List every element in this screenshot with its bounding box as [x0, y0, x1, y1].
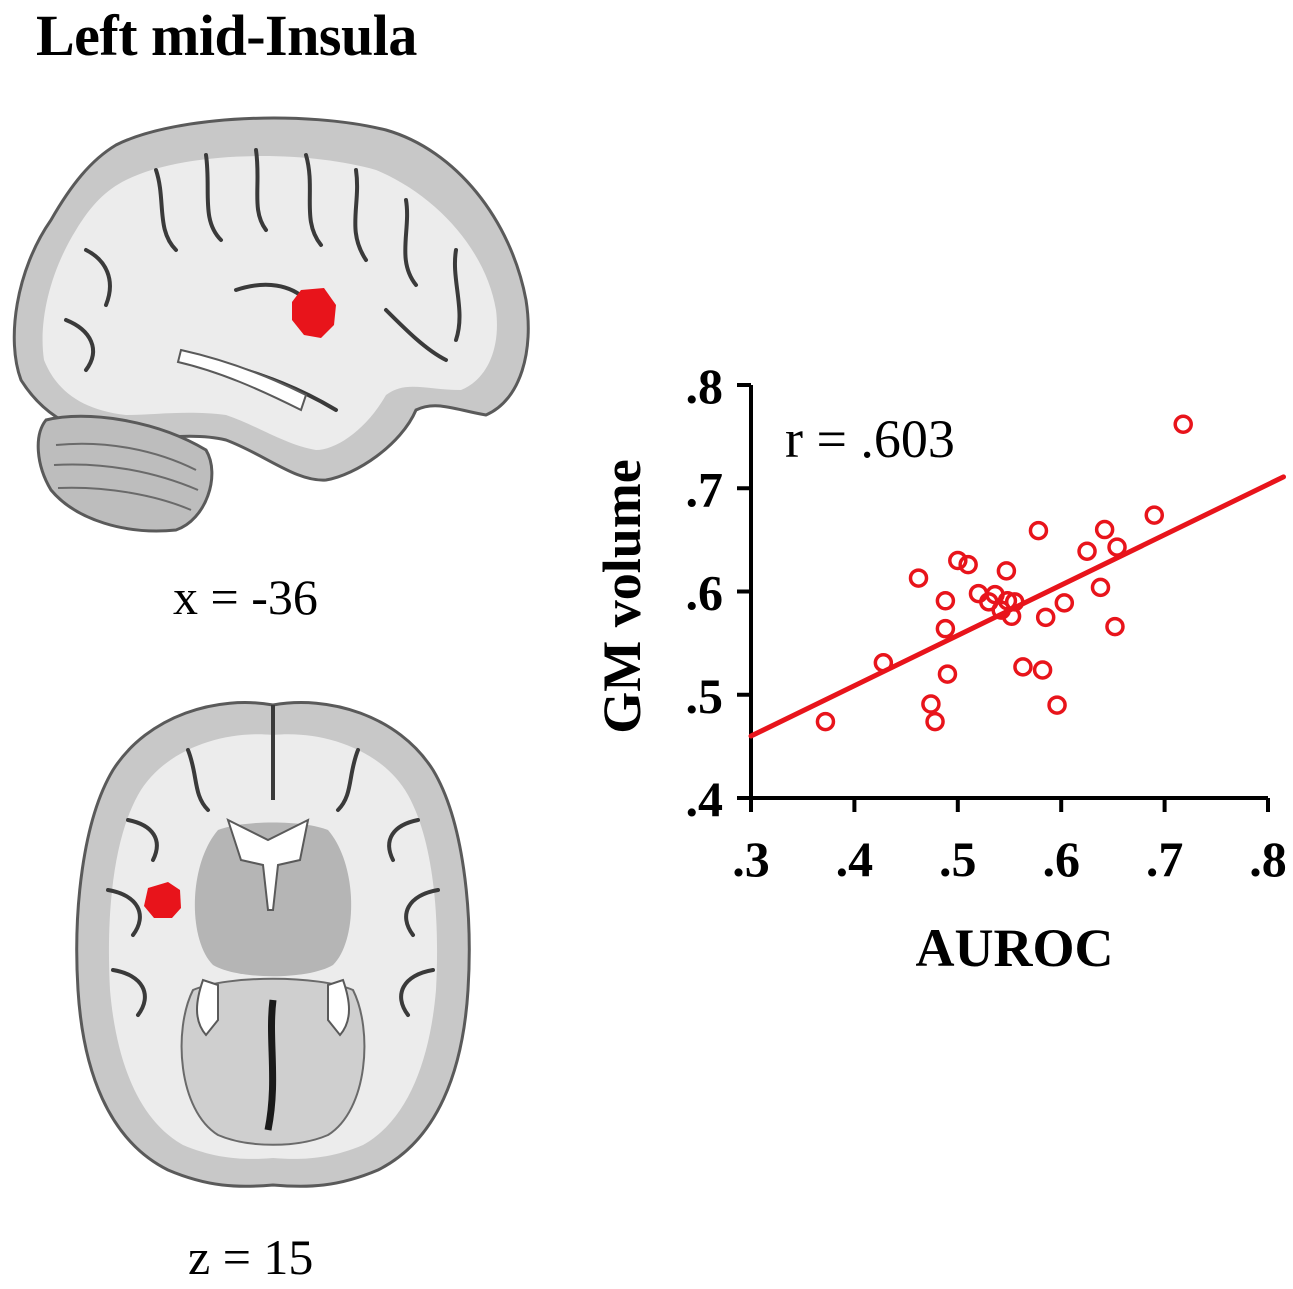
x-tick-label: .3 — [732, 831, 770, 887]
axial-insula-cluster — [144, 882, 181, 918]
x-tick-label: .6 — [1042, 831, 1080, 887]
data-point — [996, 561, 1017, 581]
data-point — [1035, 607, 1056, 628]
data-point — [1105, 616, 1125, 637]
y-tick-label: .7 — [686, 461, 724, 517]
axial-occipital-midline — [264, 999, 277, 1131]
axes-layer — [737, 383, 1270, 812]
figure-title: Left mid-Insula — [36, 3, 417, 68]
data-point — [1077, 541, 1097, 561]
y-tick-label: .6 — [686, 565, 724, 621]
axial-brain-slice — [75, 701, 471, 1188]
axial-sulci — [106, 748, 440, 1017]
points-layer — [815, 414, 1193, 732]
cerebellum-folia — [53, 442, 199, 511]
data-point — [1173, 414, 1193, 434]
data-point — [1090, 577, 1111, 598]
axial-coordinate-label: z = 15 — [188, 1229, 314, 1285]
x-tick-label: .4 — [836, 831, 874, 887]
data-point — [1032, 660, 1053, 680]
data-point — [1004, 592, 1025, 612]
sagittal-insula-cluster — [292, 288, 336, 338]
data-point — [948, 550, 968, 571]
data-point — [1047, 695, 1067, 715]
x-tick-label: .5 — [939, 831, 977, 887]
data-point — [958, 554, 978, 575]
data-point — [908, 568, 929, 588]
x-axis-label: AUROC — [916, 918, 1114, 978]
axial-posterior-ventricle-left — [196, 978, 219, 1037]
data-point — [873, 652, 894, 673]
data-point — [921, 694, 941, 714]
sagittal-brain-slice — [12, 116, 530, 533]
sagittal-white-matter — [42, 156, 497, 451]
sagittal-sulci — [64, 148, 462, 412]
axial-posterior-ventricle-right — [327, 978, 350, 1037]
data-point — [1144, 505, 1165, 525]
sagittal-coordinate-label: x = -36 — [173, 569, 318, 625]
data-point — [1013, 657, 1033, 677]
data-point — [1054, 593, 1075, 613]
data-point — [1028, 520, 1049, 541]
sagittal-ventricle — [176, 348, 308, 412]
data-point — [935, 591, 956, 611]
regression-line — [748, 474, 1287, 739]
data-point — [937, 664, 958, 684]
y-tick-label: .5 — [686, 668, 724, 724]
y-tick-label: .8 — [686, 358, 724, 414]
data-point — [1094, 519, 1115, 540]
data-point — [925, 711, 945, 732]
data-point — [815, 711, 836, 732]
axial-lateral-ventricles — [226, 818, 310, 911]
y-axis-label: GM volume — [592, 459, 652, 733]
x-tick-label: .8 — [1249, 831, 1287, 887]
correlation-annotation: r = .603 — [785, 409, 955, 469]
data-point — [1107, 537, 1127, 557]
fit-line-layer — [748, 474, 1287, 739]
x-tick-label: .7 — [1146, 831, 1184, 887]
y-tick-label: .4 — [686, 771, 724, 827]
data-point — [935, 618, 956, 639]
